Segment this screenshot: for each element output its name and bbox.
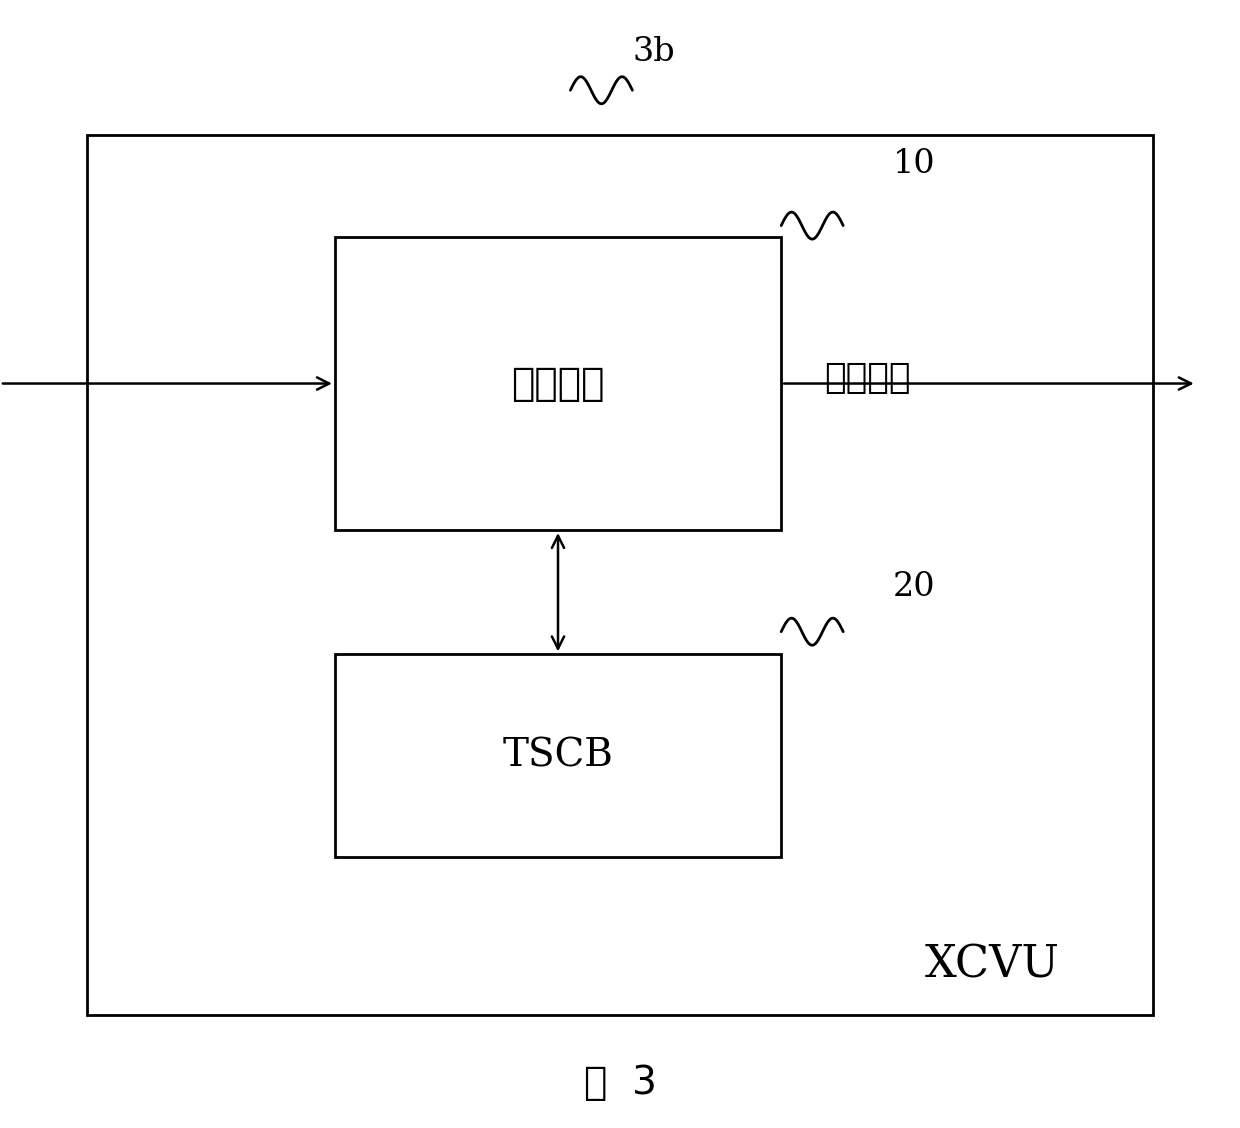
Text: 反向链路: 反向链路 [825,361,911,395]
Text: 10: 10 [893,149,935,180]
Text: TSCB: TSCB [502,738,614,774]
Bar [335,237,781,530]
Text: 3b: 3b [632,36,675,68]
Text: 下变换器: 下变换器 [511,364,605,403]
Text: 20: 20 [893,572,935,603]
Bar [87,135,1153,1015]
Text: XCVU: XCVU [925,944,1060,987]
Bar [335,654,781,857]
Text: 图  3: 图 3 [584,1064,656,1102]
